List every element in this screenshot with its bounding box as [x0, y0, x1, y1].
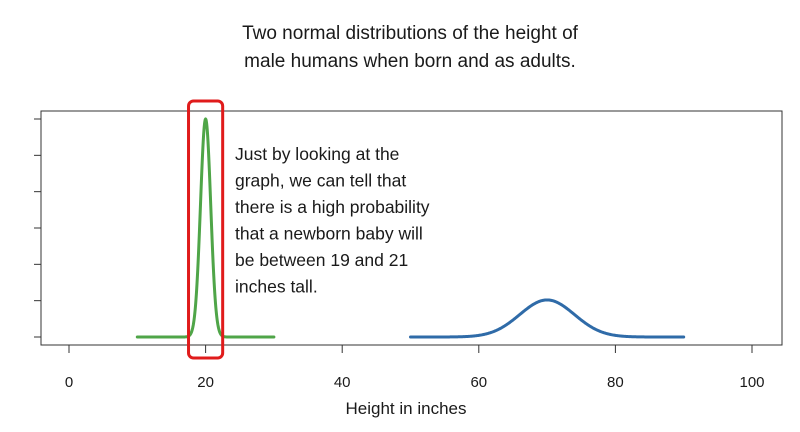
x-tick-label: 60: [470, 374, 487, 391]
annotation: Just by looking at the graph, we can tel…: [235, 144, 434, 297]
x-axis: 0 20 40 60 80 100: [65, 345, 765, 391]
y-axis: [34, 118, 41, 338]
annotation-line-5: be between 19 and 21: [235, 250, 408, 270]
series-curve-2: [409, 298, 686, 339]
x-tick-label: 0: [65, 374, 73, 391]
highlight-box: [187, 99, 225, 360]
x-axis-label: Height in inches: [346, 399, 467, 418]
chart-title-line-1: Two normal distributions of the height o…: [242, 23, 578, 44]
series-layer: [135, 117, 686, 339]
series-curve-1: [135, 117, 276, 339]
chart-title: Two normal distributions of the height o…: [0, 20, 800, 76]
x-tick-label: 40: [334, 374, 351, 391]
x-tick-label: 80: [607, 374, 624, 391]
annotation-line-2: graph, we can tell that: [235, 171, 406, 191]
annotation-line-4: that a newborn baby will: [235, 224, 423, 244]
annotation-line-3: there is a high probability: [235, 197, 430, 217]
x-tick-label: 20: [197, 374, 214, 391]
chart-title-line-2: male humans when born and as adults.: [244, 51, 576, 72]
x-tick-label: 100: [739, 374, 764, 391]
annotation-line-6: inches tall.: [235, 277, 318, 297]
annotation-line-1: Just by looking at the: [235, 144, 399, 164]
